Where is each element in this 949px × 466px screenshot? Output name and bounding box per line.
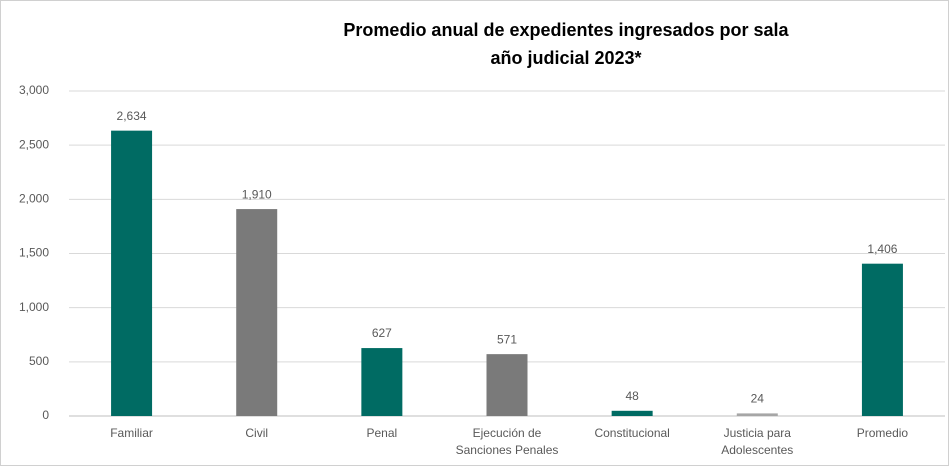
y-tick-label: 500 xyxy=(29,354,49,368)
value-label: 571 xyxy=(497,332,517,346)
bar xyxy=(111,130,153,416)
x-tick-label: Penal xyxy=(366,426,398,440)
y-tick-label: 1,000 xyxy=(19,300,49,314)
value-label: 2,634 xyxy=(117,109,147,123)
y-tick-label: 0 xyxy=(42,408,49,422)
value-label: 24 xyxy=(751,392,765,406)
value-label: 1,910 xyxy=(242,187,272,201)
chart-title: Promedio anual de expedientes ingresados… xyxy=(343,20,789,40)
y-tick-label: 2,000 xyxy=(19,192,49,206)
value-label: 627 xyxy=(372,326,392,340)
x-tick-label: Constitucional xyxy=(594,426,670,440)
y-tick-label: 1,500 xyxy=(19,246,49,260)
x-tick-label: Promedio xyxy=(856,426,909,440)
chart-subtitle: año judicial 2023* xyxy=(490,48,641,68)
bar xyxy=(861,263,903,416)
x-tick-label: Justicia para Adolescentes xyxy=(721,426,794,457)
y-tick-label: 2,500 xyxy=(19,137,49,151)
y-tick-label: 3,000 xyxy=(19,83,49,97)
x-tick-label: Civil xyxy=(245,426,269,440)
x-tick-label: Familiar xyxy=(110,426,153,440)
bar xyxy=(361,348,403,416)
value-label: 48 xyxy=(625,389,639,403)
bar xyxy=(736,413,778,416)
value-label: 1,406 xyxy=(867,242,897,256)
bar xyxy=(236,209,278,416)
bar xyxy=(486,354,528,416)
x-tick-label: Ejecución de Sanciones Penales xyxy=(455,426,559,457)
bar xyxy=(611,410,653,416)
